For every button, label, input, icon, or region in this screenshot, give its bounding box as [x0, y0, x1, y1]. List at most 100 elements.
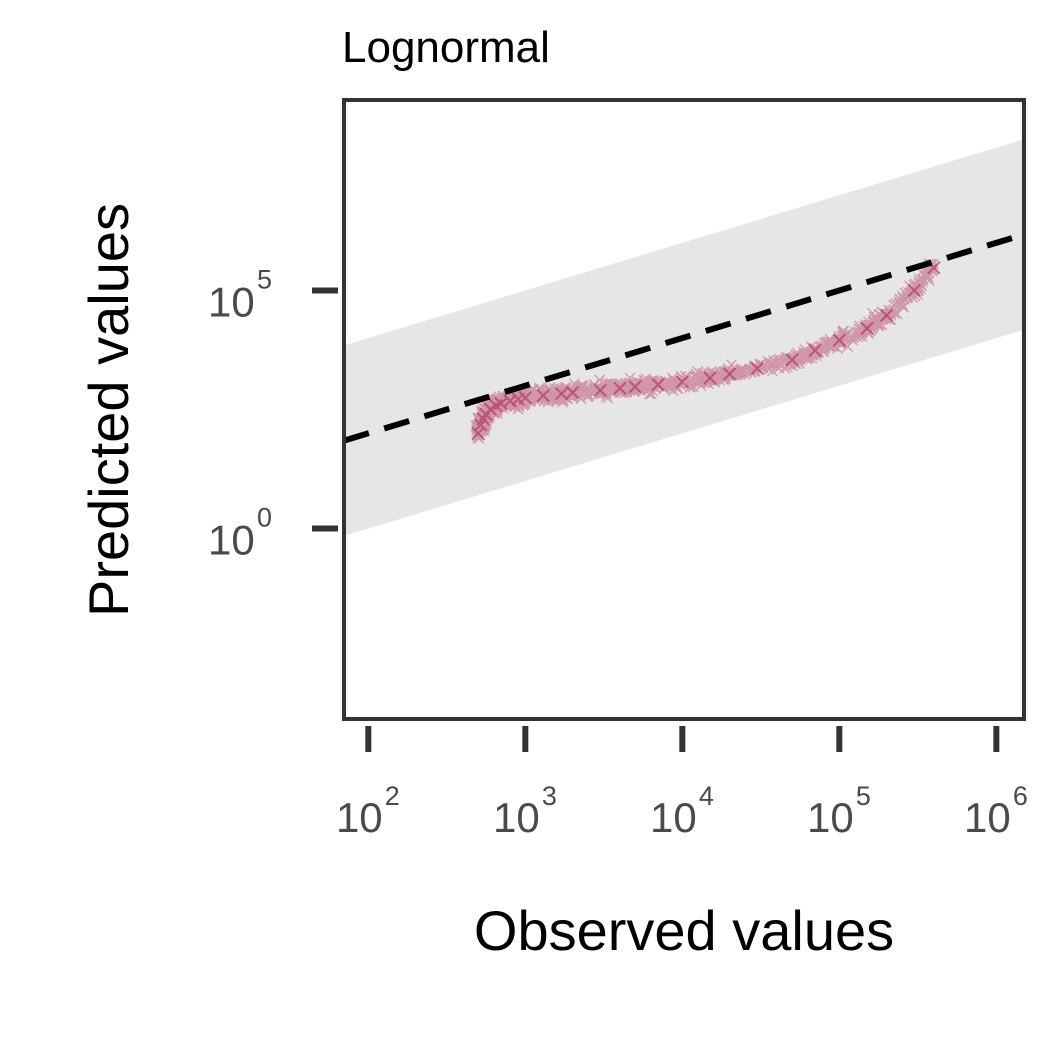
data-point — [872, 316, 884, 328]
data-point — [888, 299, 900, 311]
data-point — [580, 384, 592, 396]
data-point — [871, 313, 883, 325]
data-point — [696, 367, 708, 379]
data-point — [659, 375, 671, 387]
data-point — [691, 370, 703, 382]
data-point — [750, 361, 764, 376]
data-point — [625, 381, 637, 393]
data-point — [915, 280, 927, 292]
data-point — [692, 376, 704, 388]
data-point — [651, 375, 662, 387]
data-point — [557, 384, 569, 396]
data-point — [638, 374, 650, 386]
data-point — [815, 341, 827, 353]
data-point — [871, 314, 883, 326]
data-point — [639, 378, 651, 389]
data-point — [720, 368, 732, 380]
data-point — [642, 378, 654, 390]
data-point — [719, 371, 730, 383]
data-point — [624, 372, 636, 384]
data-point — [615, 379, 626, 391]
data-point — [630, 378, 642, 390]
data-point — [772, 354, 784, 366]
data-point — [647, 376, 659, 387]
data-point — [666, 372, 678, 384]
data-point — [641, 381, 653, 393]
data-point — [765, 357, 777, 369]
data-point — [692, 374, 704, 386]
data-point — [687, 373, 699, 385]
data-point — [502, 395, 514, 407]
data-point — [745, 366, 756, 378]
data-point — [738, 364, 750, 376]
data-point — [764, 362, 776, 374]
data-point — [686, 376, 698, 387]
data-point — [705, 374, 717, 386]
data-point — [791, 347, 803, 359]
data-point — [630, 384, 642, 396]
data-point — [821, 336, 833, 348]
data-point — [501, 400, 513, 412]
data-point — [575, 381, 587, 393]
data-point — [784, 354, 796, 366]
data-point — [659, 382, 671, 393]
data-point — [861, 327, 873, 338]
data-point — [473, 425, 484, 437]
data-point — [644, 383, 655, 395]
data-point — [477, 409, 489, 421]
data-point — [533, 390, 545, 402]
data-point — [641, 379, 653, 391]
data-point — [580, 385, 591, 397]
data-point — [739, 365, 751, 377]
data-point — [508, 401, 520, 413]
data-point — [913, 273, 925, 285]
data-point — [692, 373, 704, 385]
data-point — [689, 376, 701, 388]
data-point — [780, 351, 792, 363]
data-point — [513, 389, 525, 401]
data-point — [635, 377, 647, 389]
data-point — [773, 362, 785, 374]
data-point — [645, 375, 657, 387]
x-tick-exponent: 6 — [1013, 781, 1028, 811]
data-point — [689, 370, 701, 382]
plot-frame — [342, 98, 1026, 721]
data-point — [605, 382, 617, 394]
plot-inner — [344, 139, 1024, 536]
data-point — [518, 389, 530, 401]
data-point — [645, 388, 657, 400]
data-point — [787, 352, 799, 364]
data-point — [926, 265, 938, 277]
data-point — [577, 387, 589, 399]
data-point — [684, 381, 696, 393]
data-point — [734, 367, 746, 379]
data-point — [544, 393, 556, 405]
data-point — [706, 366, 718, 378]
data-point — [916, 273, 928, 285]
data-point — [898, 293, 910, 305]
data-point — [545, 392, 557, 404]
data-point — [687, 381, 699, 393]
data-point — [646, 375, 658, 387]
data-point — [670, 380, 682, 392]
data-point — [823, 336, 835, 348]
data-point — [812, 344, 824, 356]
data-point — [495, 400, 507, 411]
plot-area — [342, 98, 1026, 721]
data-point — [831, 334, 843, 346]
data-point — [794, 350, 806, 362]
data-point — [799, 344, 811, 356]
data-point — [723, 366, 735, 378]
data-point — [607, 379, 619, 391]
data-point — [837, 333, 849, 345]
data-point — [679, 370, 691, 382]
data-point — [816, 343, 828, 355]
data-point — [520, 396, 532, 408]
data-point — [710, 369, 722, 381]
data-point — [827, 337, 839, 349]
data-point — [655, 380, 667, 392]
data-point — [566, 391, 578, 403]
data-point — [600, 381, 612, 393]
data-point — [879, 308, 894, 323]
data-point — [803, 352, 815, 364]
